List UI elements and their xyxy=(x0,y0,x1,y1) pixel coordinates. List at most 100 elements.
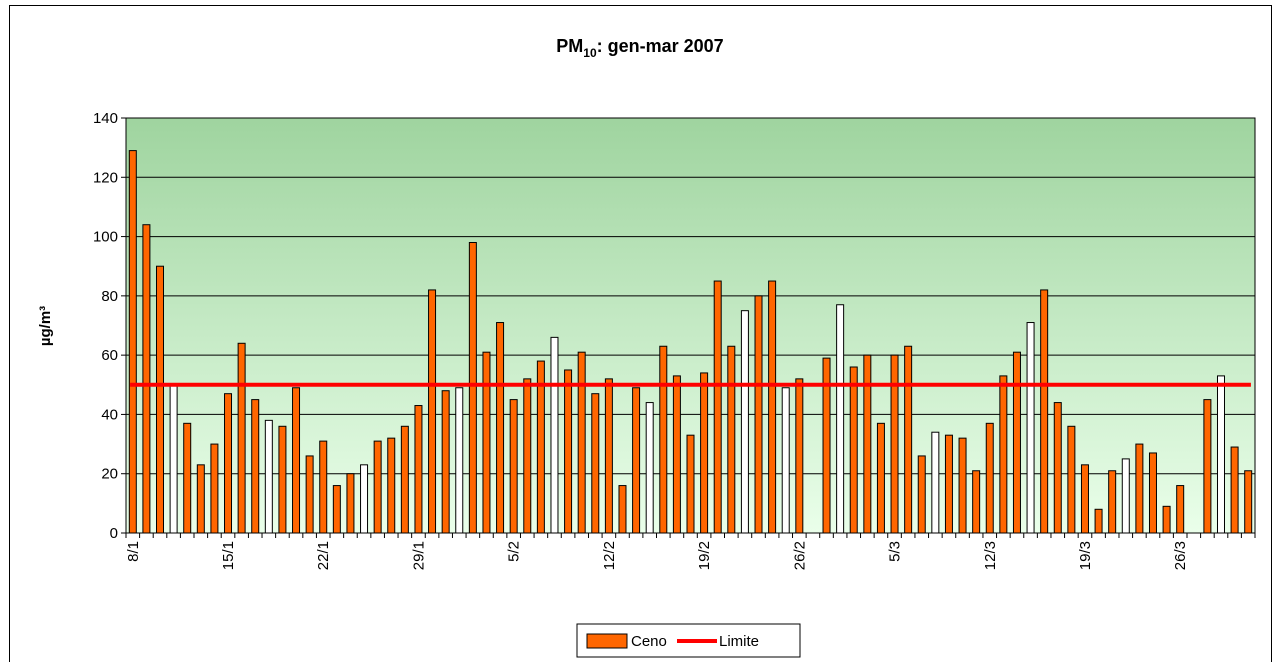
x-tick-label: 22/1 xyxy=(315,541,332,570)
y-axis-label: µg/m³ xyxy=(37,306,54,346)
bar xyxy=(904,345,913,534)
y-tick-label: 60 xyxy=(101,347,118,364)
bar xyxy=(1108,470,1117,534)
y-tick-label: 40 xyxy=(101,406,118,423)
bar xyxy=(414,405,423,534)
x-tick-label: 12/3 xyxy=(982,541,999,570)
bar xyxy=(509,399,518,534)
bar xyxy=(1053,402,1062,534)
bar xyxy=(400,425,409,534)
x-tick-label: 5/3 xyxy=(887,541,904,562)
bar xyxy=(1176,485,1185,534)
bar xyxy=(795,378,804,534)
bar xyxy=(564,369,573,534)
bar xyxy=(740,310,749,534)
bar xyxy=(224,393,233,534)
title-main: PM xyxy=(556,36,583,56)
bar xyxy=(944,434,953,534)
bar xyxy=(713,280,722,534)
bar xyxy=(237,342,246,534)
bar xyxy=(591,393,600,534)
bar xyxy=(917,455,926,534)
bar xyxy=(346,473,355,534)
bar xyxy=(645,402,654,534)
bar xyxy=(428,289,437,534)
x-tick-label: 26/3 xyxy=(1172,541,1189,570)
x-tick-label: 19/2 xyxy=(696,541,713,570)
bar xyxy=(360,464,369,534)
bar xyxy=(332,485,341,534)
bar xyxy=(319,440,328,534)
legend-swatch xyxy=(586,633,628,649)
bar xyxy=(700,372,709,534)
bar xyxy=(659,345,668,534)
x-tick-label: 8/1 xyxy=(125,541,142,562)
bar xyxy=(604,378,613,534)
bar xyxy=(1121,458,1130,534)
bar xyxy=(632,387,641,534)
title-sub: 10 xyxy=(583,46,597,60)
bar xyxy=(387,437,396,534)
bar xyxy=(958,437,967,534)
bar xyxy=(210,443,219,534)
y-tick-label: 80 xyxy=(101,288,118,305)
bar xyxy=(292,387,301,534)
bar xyxy=(1026,322,1035,534)
bar xyxy=(156,265,165,534)
bar xyxy=(305,455,314,534)
y-tick-label: 20 xyxy=(101,466,118,483)
bar xyxy=(550,336,559,534)
bar xyxy=(1203,399,1212,534)
bar xyxy=(1067,425,1076,534)
y-tick-label: 0 xyxy=(110,525,118,542)
bar xyxy=(768,280,777,534)
bar xyxy=(251,399,260,534)
bar xyxy=(727,345,736,534)
bar xyxy=(1012,351,1021,534)
bar xyxy=(1148,452,1157,534)
bar xyxy=(999,375,1008,534)
bar xyxy=(686,434,695,534)
x-tick-label: 29/1 xyxy=(410,541,427,570)
bar xyxy=(1135,443,1144,534)
legend-label: Ceno xyxy=(631,633,667,650)
bar xyxy=(128,150,137,534)
bar xyxy=(1216,375,1225,534)
bar xyxy=(278,425,287,534)
bar xyxy=(822,357,831,534)
bar xyxy=(142,224,151,534)
bar xyxy=(1162,505,1171,534)
bar xyxy=(672,375,681,534)
y-tick-label: 120 xyxy=(93,169,118,186)
bar xyxy=(1094,508,1103,534)
legend-label: Limite xyxy=(719,633,759,650)
bar xyxy=(1040,289,1049,534)
bar xyxy=(169,384,178,534)
bar xyxy=(890,354,899,534)
bar xyxy=(196,464,205,534)
bar xyxy=(985,422,994,534)
x-tick-label: 15/1 xyxy=(220,541,237,570)
bar xyxy=(441,390,450,534)
bar xyxy=(618,485,627,534)
bar xyxy=(849,366,858,534)
bar xyxy=(577,351,586,534)
bar xyxy=(482,351,491,534)
y-tick-label: 100 xyxy=(93,229,118,246)
bar xyxy=(183,422,192,534)
x-tick-label: 5/2 xyxy=(506,541,523,562)
bar xyxy=(754,295,763,534)
x-tick-label: 26/2 xyxy=(791,541,808,570)
bar xyxy=(836,304,845,534)
bar xyxy=(876,422,885,534)
chart-title: PM10: gen-mar 2007 xyxy=(556,36,723,60)
bar xyxy=(1244,470,1253,534)
bar xyxy=(373,440,382,534)
bar xyxy=(523,378,532,534)
bar xyxy=(781,387,790,534)
y-tick-label: 140 xyxy=(93,110,118,127)
bar xyxy=(264,419,273,534)
bar xyxy=(931,431,940,534)
x-tick-label: 12/2 xyxy=(601,541,618,570)
